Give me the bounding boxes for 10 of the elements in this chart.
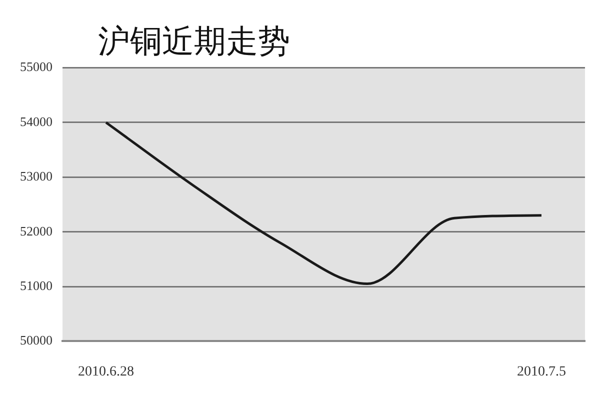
y-tick-label: 50000 <box>20 332 52 348</box>
x-tick-label: 2010.7.5 <box>516 364 566 380</box>
y-tick-label: 51000 <box>20 278 52 293</box>
y-tick-label: 54000 <box>20 114 52 129</box>
line-series <box>104 121 543 286</box>
chart-title: 沪铜近期走势 <box>98 21 290 62</box>
y-tick-label: 52000 <box>20 223 52 238</box>
y-tick-label: 53000 <box>20 168 52 184</box>
x-tick-label: 2010.6.28 <box>78 364 134 380</box>
y-tick-label: 55000 <box>20 59 52 74</box>
